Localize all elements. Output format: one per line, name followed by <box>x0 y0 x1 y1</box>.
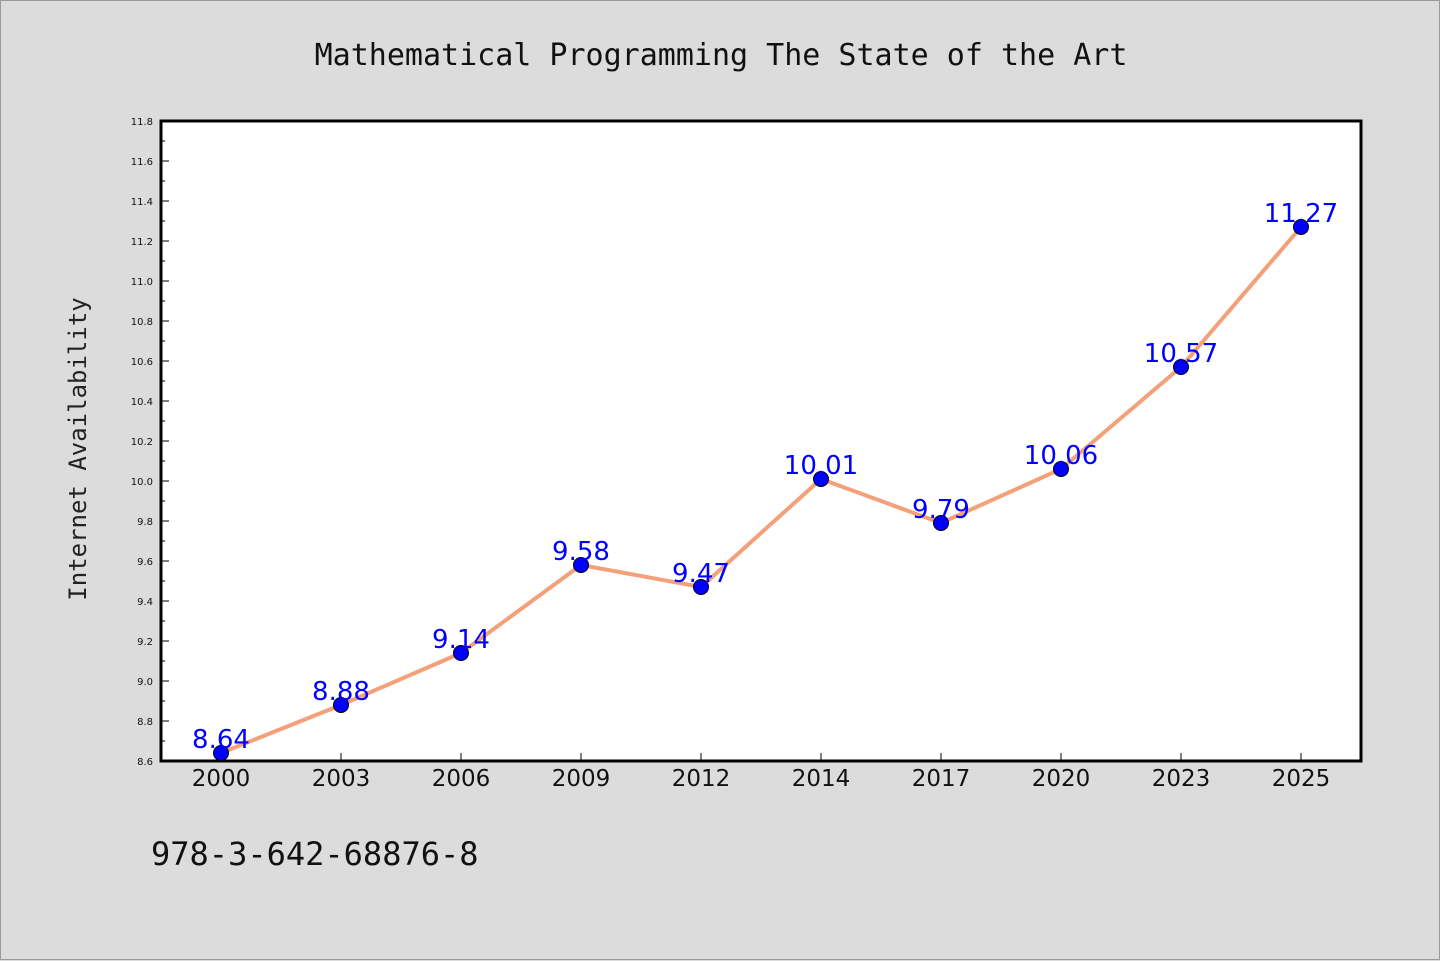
x-tick-label: 2017 <box>912 766 971 792</box>
x-tick-label: 2009 <box>552 766 611 792</box>
data-point <box>693 579 709 595</box>
y-tick-label: 9.8 <box>137 517 153 528</box>
y-tick-label: 8.8 <box>137 717 153 728</box>
data-label: 9.14 <box>432 625 490 655</box>
data-point <box>333 697 349 713</box>
data-point <box>1293 219 1309 235</box>
data-point <box>573 557 589 573</box>
x-tick-label: 2006 <box>432 766 491 792</box>
data-point <box>1173 359 1189 375</box>
plot-area <box>159 119 1363 763</box>
data-label: 10.01 <box>784 451 858 481</box>
y-axis-label: Internet Availability <box>64 297 92 600</box>
y-tick-label: 11.8 <box>131 117 153 128</box>
y-tick-label: 8.6 <box>137 757 153 768</box>
y-tick-label: 11.6 <box>131 157 153 168</box>
data-labels: 8.64 8.88 9.14 9.58 9.47 10.01 9.79 10.06 10.57 1… <box>192 199 1338 755</box>
y-tick-label: 10.2 <box>131 437 153 448</box>
y-tick-label: 9.4 <box>137 597 153 608</box>
data-label: 9.79 <box>912 495 970 525</box>
footer-isbn: 978-3-642-68876-8 <box>151 835 479 873</box>
data-point <box>1053 461 1069 477</box>
y-tick-label: 11.2 <box>131 237 153 248</box>
series-line <box>220 225 1303 755</box>
y-tick-label: 10.6 <box>131 357 153 368</box>
data-label: 11.27 <box>1264 199 1338 229</box>
data-label: 10.57 <box>1144 339 1218 369</box>
data-label: 9.47 <box>672 559 730 589</box>
y-tick-label: 11.4 <box>131 197 153 208</box>
y-tick-label: 10.0 <box>131 477 153 488</box>
x-tick-label: 2000 <box>192 766 251 792</box>
x-tick-label: 2012 <box>672 766 731 792</box>
data-markers <box>213 219 1309 761</box>
y-tick-label: 9.6 <box>137 557 153 568</box>
data-point <box>813 471 829 487</box>
x-tick-label: 2023 <box>1152 766 1211 792</box>
x-tick-label: 2020 <box>1032 766 1091 792</box>
chart-title: Mathematical Programming The State of th… <box>315 38 1128 73</box>
x-tick-label: 2003 <box>312 766 371 792</box>
y-tick-label: 10.4 <box>131 397 153 408</box>
y-tick-label: 11.0 <box>131 277 153 288</box>
data-label: 8.64 <box>192 725 250 755</box>
x-tick-label: 2014 <box>792 766 851 792</box>
data-label: 8.88 <box>312 677 370 707</box>
y-tick-label: 9.0 <box>137 677 153 688</box>
x-axis: 2000 2003 2006 2009 2012 2014 2017 2020 2023 2025 <box>192 753 1331 792</box>
x-tick-label: 2025 <box>1272 766 1331 792</box>
y-tick-label: 9.2 <box>137 637 153 648</box>
data-point <box>933 515 949 531</box>
data-point <box>453 645 469 661</box>
data-point <box>213 745 229 761</box>
data-label: 9.58 <box>552 537 610 567</box>
y-tick-label: 10.8 <box>131 317 153 328</box>
data-label: 10.06 <box>1024 441 1098 471</box>
y-axis: 8.6 8.8 9.0 9.2 9.4 9.6 9.8 10.0 10.2 10.4 10.6 10.… <box>131 117 169 768</box>
